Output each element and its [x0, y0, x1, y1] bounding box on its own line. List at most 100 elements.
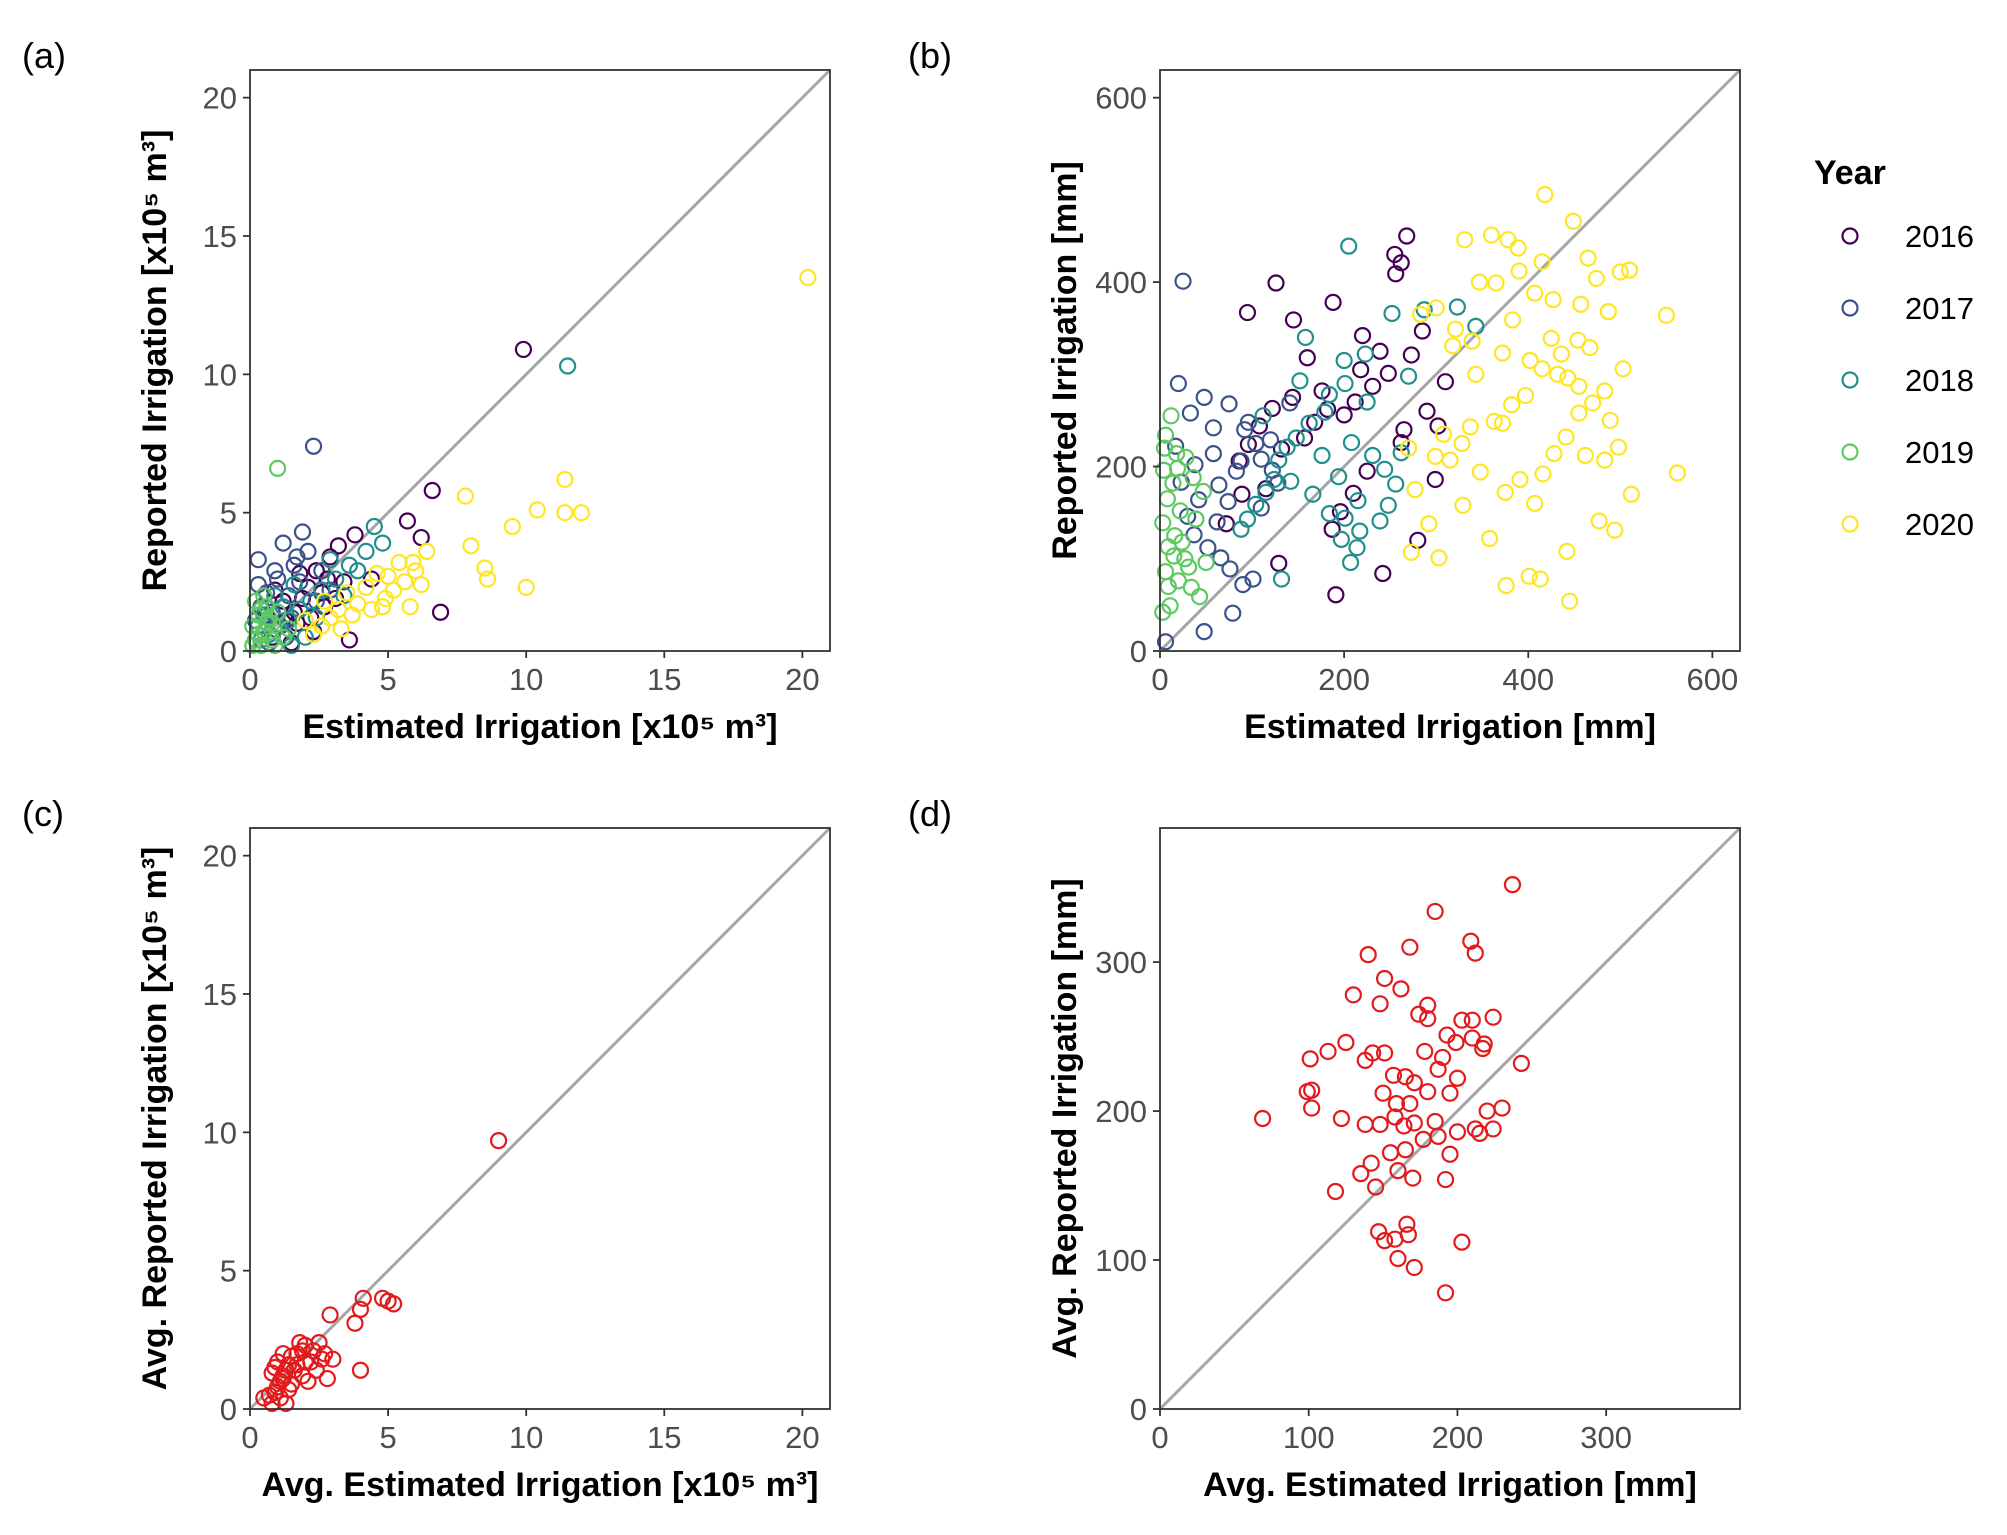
y-tick-label: 20	[203, 839, 237, 874]
y-tick-label: 200	[1095, 1094, 1147, 1129]
data-point	[1270, 451, 1288, 469]
legend-key-marker	[1841, 299, 1859, 317]
data-point	[1341, 553, 1360, 572]
x-tick-label: 10	[509, 662, 543, 697]
one-to-one-line	[248, 68, 832, 653]
data-point	[1371, 512, 1389, 530]
data-point	[1493, 1099, 1511, 1117]
data-point	[528, 501, 546, 519]
data-point	[514, 340, 533, 359]
legend-title: Year	[1814, 154, 1886, 192]
x-axis-title: Estimated Irrigation [mm]	[1244, 708, 1656, 746]
data-point	[396, 573, 414, 591]
data-point	[1284, 311, 1303, 329]
data-point	[1352, 361, 1370, 379]
data-point	[1227, 462, 1246, 480]
data-point	[1199, 539, 1217, 557]
data-point	[1303, 1099, 1321, 1117]
data-point	[1179, 558, 1198, 576]
data-point	[1406, 481, 1424, 499]
data-point	[1156, 439, 1174, 457]
data-point	[318, 1369, 336, 1388]
data-point	[1296, 328, 1315, 347]
data-point	[373, 534, 392, 552]
data-point	[1204, 419, 1222, 437]
data-point	[1327, 586, 1345, 604]
y-axis-title: Avg. Reported Irrigation [mm]	[1046, 878, 1084, 1358]
data-point	[1364, 1044, 1382, 1062]
one-to-one-line	[1158, 826, 1742, 1411]
data-point	[1162, 407, 1180, 425]
data-point	[1545, 445, 1563, 463]
y-tick-label: 200	[1095, 450, 1147, 485]
data-point	[1596, 382, 1614, 400]
data-point	[1335, 406, 1353, 424]
data-point	[1154, 514, 1172, 532]
data-point	[1474, 1039, 1492, 1058]
data-point	[1358, 462, 1376, 480]
data-point	[315, 1345, 334, 1363]
x-tick-label: 0	[241, 1420, 258, 1455]
data-point	[1384, 1066, 1403, 1084]
data-point	[1480, 529, 1499, 548]
data-point	[280, 620, 298, 638]
data-point	[1576, 446, 1594, 465]
data-point	[376, 589, 394, 608]
legend-label: 2018	[1905, 363, 1974, 398]
data-point	[1371, 1115, 1389, 1134]
data-point	[1401, 1095, 1419, 1113]
data-point	[1557, 428, 1575, 446]
data-point	[263, 631, 281, 649]
data-point	[476, 559, 494, 577]
x-tick-label: 0	[1151, 1420, 1168, 1455]
data-point	[296, 611, 314, 630]
data-point	[1389, 1249, 1407, 1268]
legend-label: 2020	[1905, 507, 1974, 542]
series-2020	[1399, 185, 1686, 610]
data-point	[1194, 482, 1212, 501]
y-axis-title: Reported Irrigation [x10⁵ m³]	[136, 130, 174, 592]
data-point	[1232, 452, 1250, 470]
data-point	[1303, 1081, 1321, 1099]
data-point	[249, 551, 267, 569]
data-point	[1614, 360, 1632, 378]
data-point	[1320, 386, 1338, 404]
data-point	[1187, 510, 1205, 528]
data-point	[1416, 1042, 1434, 1061]
data-point	[1436, 373, 1454, 391]
data-point	[274, 534, 292, 552]
data-point	[1252, 450, 1270, 468]
data-point	[263, 1394, 281, 1413]
data-point	[335, 573, 353, 591]
data-point	[1371, 342, 1389, 360]
data-point	[1396, 1068, 1414, 1086]
data-point	[351, 1361, 370, 1379]
data-point	[373, 598, 392, 616]
legend-key-marker	[1841, 515, 1859, 533]
y-tick-label: 300	[1095, 945, 1147, 980]
data-point	[1195, 388, 1213, 406]
data-point	[327, 570, 345, 588]
y-tick-label: 20	[203, 81, 237, 116]
data-point	[1389, 1162, 1407, 1180]
panel-label: (a)	[22, 35, 66, 76]
data-point	[1436, 1170, 1455, 1189]
data-point	[274, 1345, 292, 1363]
data-point	[1499, 231, 1517, 249]
data-point	[1436, 1284, 1455, 1302]
series-2019	[1154, 407, 1215, 621]
data-point	[354, 1289, 372, 1307]
data-point	[1419, 996, 1437, 1014]
data-point	[418, 542, 436, 561]
data-point	[1387, 475, 1405, 493]
data-point	[1190, 491, 1208, 509]
data-point	[1367, 1178, 1385, 1196]
data-point	[1396, 1141, 1414, 1159]
data-point	[1282, 472, 1300, 490]
data-point	[1168, 459, 1187, 477]
data-point	[1269, 474, 1287, 492]
data-point	[423, 481, 441, 500]
data-point	[357, 578, 375, 596]
data-point	[1376, 460, 1394, 478]
data-point	[1156, 426, 1175, 444]
